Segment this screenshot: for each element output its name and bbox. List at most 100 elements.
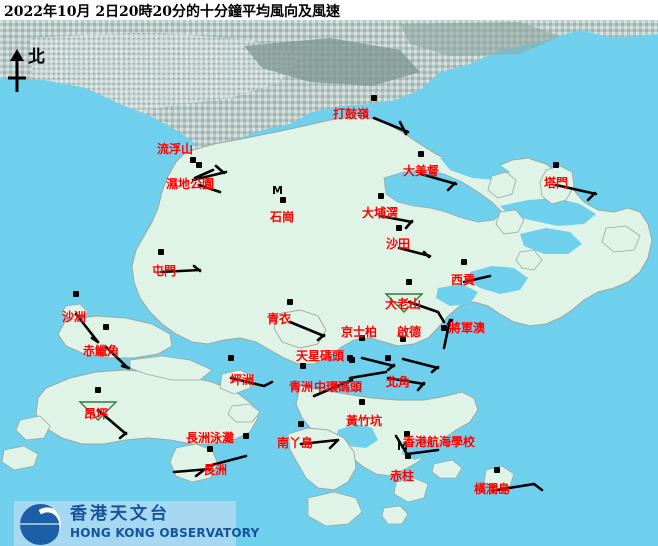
station-marker-25[interactable] (298, 421, 304, 427)
station-marker-22[interactable] (95, 387, 101, 393)
wind-barb-kings-park-flag (386, 363, 396, 372)
wind-barb-sai-kung (462, 274, 492, 284)
station-marker-2[interactable] (196, 162, 202, 168)
sai-kung-bay-3 (436, 284, 478, 306)
wind-barb-lamma-flag (328, 439, 339, 450)
map-vector-layer (0, 20, 658, 546)
station-label-14: 京士柏 (341, 325, 378, 339)
station-label-12: 沙洲 (62, 310, 87, 324)
hei-ling-chau-island (227, 403, 261, 423)
wind-barb-kai-tak-flag (430, 365, 440, 374)
wind-barbs-layer (74, 116, 598, 492)
station-marker-9[interactable] (461, 259, 467, 265)
wind-barb-tsing-yi-flag (316, 333, 326, 342)
wind-barb-kings-park (360, 356, 396, 368)
station-marker-23[interactable] (359, 399, 365, 405)
station-label-25: 南丫島 (277, 436, 314, 450)
station-label-5: 石崗 (270, 210, 295, 224)
station-marker-3[interactable] (418, 151, 424, 157)
deep-bay-water (0, 78, 196, 170)
wind-barb-tap-mun (554, 183, 598, 196)
station-marker-14[interactable] (359, 335, 365, 341)
station-marker-20[interactable] (300, 363, 306, 369)
station-marker-11[interactable] (287, 299, 293, 305)
south-island-1 (393, 477, 429, 503)
west-lantau-offshore-island (15, 415, 51, 441)
station-label-4: 塔門 (544, 176, 569, 190)
station-marker-4[interactable] (553, 162, 559, 168)
ne-island-4 (601, 225, 641, 253)
wind-barb-chek-lap-kok (104, 345, 130, 370)
wind-barb-wetland-park (197, 183, 222, 194)
station-label-15: 啟德 (397, 325, 422, 339)
station-label-9: 西貢 (451, 273, 476, 287)
station-marker-5[interactable] (280, 197, 286, 203)
station-label-28: 赤柱 (390, 469, 415, 483)
wind-barb-tseung-kwan-o-flag (446, 318, 454, 326)
station-marker-28[interactable] (405, 453, 411, 459)
station-marker-29[interactable] (494, 467, 500, 473)
wind-barb-tuen-mun (159, 268, 202, 274)
station-marker-26[interactable] (404, 431, 410, 437)
station-marker-27[interactable] (207, 446, 213, 452)
station-marker-0[interactable] (371, 95, 377, 101)
lantau-north-coast (129, 355, 213, 381)
far-sw-island (1, 445, 39, 471)
station-label-22: 昂坪 (84, 407, 109, 421)
victoria-harbour-water (300, 364, 470, 402)
station-marker-19[interactable] (228, 355, 234, 361)
triangle-marker-ngong-ping (78, 401, 118, 421)
wind-barb-central-pier (312, 378, 354, 398)
wind-barb-tsing-yi (288, 320, 326, 338)
north-arrow-icon (8, 49, 26, 92)
wind-barb-ta-kwu-ling-flag (398, 120, 408, 136)
wind-barb-kai-tak (401, 357, 440, 370)
wind-barb-star-ferry (348, 370, 388, 380)
wind-barb-tai-po-kau-flag (404, 219, 414, 230)
station-marker-12[interactable] (73, 291, 79, 297)
station-label-8: 屯門 (152, 264, 177, 278)
hko-logo-english: HONG KONG OBSERVATORY (70, 526, 260, 540)
station-marker-15[interactable] (400, 336, 406, 342)
station-marker-1[interactable] (190, 157, 196, 163)
station-marker-21[interactable] (349, 357, 355, 363)
north-arrow: 北 (6, 48, 52, 94)
station-marker-16[interactable] (441, 325, 447, 331)
station-label-26: 香港航海學校 (403, 435, 476, 449)
wind-barb-ngong-ping (96, 408, 128, 436)
waglan-island (483, 465, 515, 491)
tolo-harbour-water (383, 169, 503, 223)
station-marker-7[interactable] (396, 225, 402, 231)
wind-barb-tai-mei-tuk (419, 172, 458, 186)
station-label-18: 北角 (386, 375, 411, 389)
station-marker-10[interactable] (406, 279, 412, 285)
station-marker-6[interactable] (378, 193, 384, 199)
wind-barb-peng-chau (229, 376, 274, 388)
station-marker-24[interactable] (243, 433, 249, 439)
plover-cove-water (440, 156, 510, 180)
station-label-6: 大埔滘 (362, 206, 399, 220)
title-bar: 2022年10月 2日20時20分的十分鐘平均風向及風速 (0, 0, 658, 20)
wind-barb-tai-mei-tuk-flag (446, 181, 457, 192)
wind-barb-sea-school-2 (405, 448, 440, 456)
north-label: 北 (28, 47, 45, 67)
map-canvas[interactable]: 北 打鼓嶺 流浮山 濕地公園 大美督 塔門 M 石崗 大埔滘 沙田 屯門 西貢 大老山 青衣 沙洲 赤鱲角 京… (0, 20, 658, 546)
station-marker-8[interactable] (158, 249, 164, 255)
station-label-13: 赤鱲角 (83, 344, 120, 358)
station-marker-18[interactable] (385, 355, 391, 361)
station-label-21: 中環碼頭 (314, 380, 363, 394)
wind-barb-cheung-chau-flag (194, 468, 206, 478)
triangle-marker-tate-cairn (384, 293, 424, 313)
tolo-channel (500, 198, 596, 226)
wind-barb-lau-fau-shan-flag (214, 164, 226, 175)
wind-barb-tate-cairn (407, 300, 446, 324)
wind-barb-sha-chau (74, 312, 100, 344)
hko-logo: 香港天文台 HONG KONG OBSERVATORY (14, 501, 259, 546)
station-marker-13[interactable] (103, 324, 109, 330)
hko-logo-chinese: 香港天文台 (70, 504, 170, 524)
wind-barb-north-point (386, 376, 426, 386)
station-label-10: 大老山 (385, 297, 422, 311)
wind-barb-tuen-mun-flag (192, 264, 202, 273)
wind-barb-lamma (299, 438, 340, 446)
station-label-7: 沙田 (386, 237, 411, 251)
